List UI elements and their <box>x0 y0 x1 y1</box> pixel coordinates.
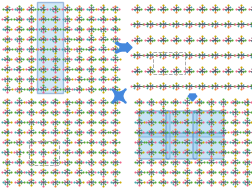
Bar <box>152 52 184 74</box>
FancyBboxPatch shape <box>138 133 169 159</box>
FancyBboxPatch shape <box>192 133 223 159</box>
Bar <box>37 2 63 93</box>
Bar <box>1 96 118 187</box>
FancyBboxPatch shape <box>138 111 169 137</box>
FancyArrow shape <box>187 94 196 101</box>
Bar <box>133 96 251 187</box>
Bar <box>133 1 251 94</box>
Bar <box>29 141 59 165</box>
FancyArrow shape <box>119 43 132 53</box>
FancyBboxPatch shape <box>192 111 223 137</box>
Bar <box>1 1 118 94</box>
FancyBboxPatch shape <box>165 111 196 137</box>
FancyBboxPatch shape <box>165 133 196 159</box>
